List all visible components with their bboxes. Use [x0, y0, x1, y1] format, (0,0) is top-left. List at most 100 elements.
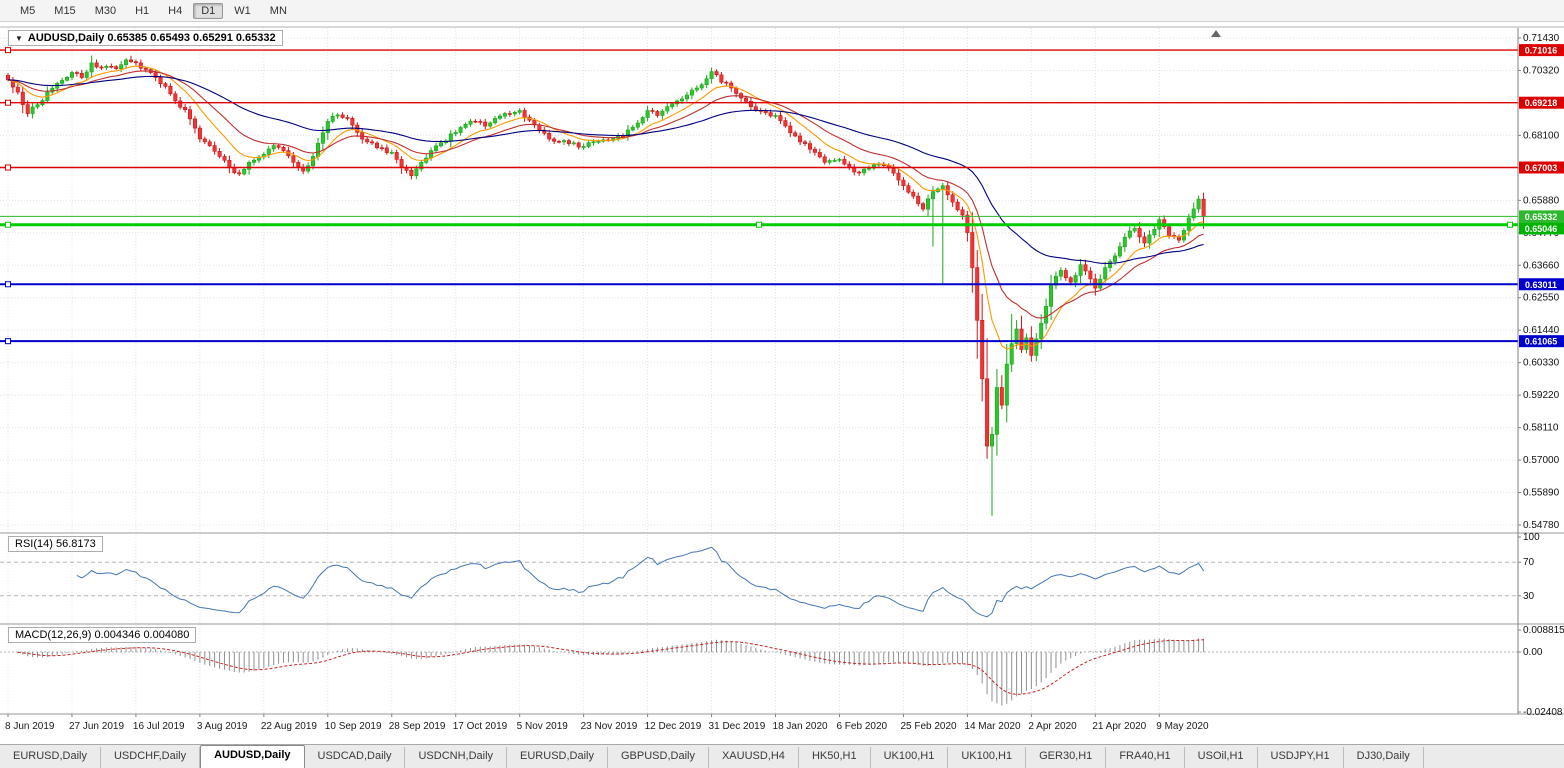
timeframe-button-m15[interactable]: M15 [54, 4, 76, 17]
chart-symbol-label: AUDUSD,Daily [27, 32, 105, 44]
line-handle[interactable] [1507, 221, 1513, 228]
ma-10-line [7, 65, 1204, 350]
svg-text:21 Apr 2020: 21 Apr 2020 [1092, 721, 1146, 732]
svg-text:0.67003: 0.67003 [1525, 163, 1558, 173]
timeframe-button-d1[interactable]: D1 [193, 2, 224, 19]
timeframe-button-h4[interactable]: H4 [168, 4, 183, 17]
svg-text:0.69218: 0.69218 [1525, 98, 1558, 108]
svg-text:0.008815: 0.008815 [1523, 625, 1564, 636]
line-handle[interactable] [5, 99, 11, 106]
price-chart[interactable]: 0.714300.703200.681000.658800.647700.636… [0, 0, 1564, 744]
ohlc-open: 0.65385 [107, 32, 148, 44]
rsi-panel [0, 546, 1518, 618]
ohlc-low: 0.65291 [193, 32, 233, 44]
svg-text:16 Jul 2019: 16 Jul 2019 [133, 721, 185, 732]
chart-tab-fra40-h1-12[interactable]: FRA40,H1 [1106, 747, 1185, 768]
svg-text:0.60330: 0.60330 [1523, 358, 1560, 369]
price-badge [1519, 161, 1564, 174]
svg-text:0.63660: 0.63660 [1523, 260, 1560, 271]
svg-text:27 Jun 2019: 27 Jun 2019 [69, 721, 124, 732]
svg-text:0.61440: 0.61440 [1523, 325, 1560, 336]
timeframe-button-m5[interactable]: M5 [20, 4, 36, 17]
svg-text:0.71016: 0.71016 [1525, 46, 1558, 56]
svg-text:0.62550: 0.62550 [1523, 293, 1560, 304]
svg-text:0.65046: 0.65046 [1525, 224, 1558, 234]
svg-text:12 Dec 2019: 12 Dec 2019 [645, 721, 702, 732]
macd-value-main: 0.004346 [94, 629, 141, 641]
chart-tab-bar: EURUSD,Daily USDCHF,Daily AUDUSD,Daily USDC… [0, 744, 1564, 768]
macd-label-box: MACD(12,26,9) 0.004346 0.004080 [8, 627, 197, 643]
chart-tab-usdcnh-daily-4[interactable]: USDCNH,Daily [405, 747, 508, 768]
chart-tab-ger30-h1-11[interactable]: GER30,H1 [1026, 747, 1107, 768]
svg-text:0.68100: 0.68100 [1523, 130, 1560, 141]
svg-text:3 Aug 2019: 3 Aug 2019 [197, 721, 248, 732]
ohlc-high: 0.65493 [150, 32, 190, 44]
macd-label: MACD(12,26,9) [15, 629, 92, 641]
line-handle[interactable] [5, 281, 11, 288]
svg-text:28 Sep 2019: 28 Sep 2019 [389, 721, 446, 732]
chart-tab-eurusd-daily-0[interactable]: EURUSD,Daily [0, 747, 101, 768]
line-handle[interactable] [5, 47, 11, 54]
chart-tab-hk50-h1-8[interactable]: HK50,H1 [799, 747, 871, 768]
svg-text:0.63011: 0.63011 [1525, 280, 1557, 290]
macd-signal-line [17, 639, 1204, 695]
chart-tab-usdchf-daily-1[interactable]: USDCHF,Daily [101, 747, 201, 768]
chart-tab-usdcad-daily-3[interactable]: USDCAD,Daily [305, 747, 406, 768]
svg-text:0.57000: 0.57000 [1523, 455, 1560, 466]
svg-text:31 Dec 2019: 31 Dec 2019 [709, 721, 766, 732]
chart-tab-dj30-daily-15[interactable]: DJ30,Daily [1344, 747, 1424, 768]
timeframe-button-mn[interactable]: MN [269, 4, 287, 17]
macd-value-signal: 0.004080 [143, 629, 190, 641]
line-handle[interactable] [756, 221, 762, 228]
chart-dropdown-icon[interactable]: ▼ [15, 34, 23, 43]
price-badge [1519, 44, 1564, 57]
chart-tab-usdjpy-h1-14[interactable]: USDJPY,H1 [1258, 747, 1344, 768]
timeframe-button-h1[interactable]: H1 [135, 4, 150, 17]
svg-text:2 Apr 2020: 2 Apr 2020 [1028, 721, 1077, 732]
date-axis: 8 Jun 2019 27 Jun 2019 16 Jul 2019 3 Aug 20… [5, 714, 1209, 732]
chart-shift-marker[interactable] [1211, 30, 1221, 37]
svg-text:0.55890: 0.55890 [1523, 488, 1560, 499]
svg-text:0.54780: 0.54780 [1523, 520, 1560, 531]
svg-text:30: 30 [1523, 591, 1535, 602]
price-badge [1519, 222, 1564, 235]
price-badge [1519, 96, 1564, 109]
rsi-value: 56.8173 [55, 538, 96, 550]
svg-text:9 May 2020: 9 May 2020 [1156, 721, 1209, 732]
svg-text:17 Oct 2019: 17 Oct 2019 [453, 721, 508, 732]
chart-background [0, 22, 1564, 744]
line-handle[interactable] [5, 164, 11, 171]
svg-text:0.00: 0.00 [1523, 647, 1543, 658]
ma-50-line [7, 75, 1204, 264]
svg-text:25 Feb 2020: 25 Feb 2020 [900, 721, 957, 732]
chart-tab-uk100-h1-9[interactable]: UK100,H1 [871, 747, 949, 768]
svg-text:0.65332: 0.65332 [1525, 212, 1558, 222]
line-handle[interactable] [5, 221, 11, 228]
rsi-label: RSI(14) [15, 538, 53, 550]
timeframe-button-m30[interactable]: M30 [94, 4, 117, 17]
svg-text:0.61065: 0.61065 [1525, 337, 1558, 347]
svg-text:-0.02408: -0.02408 [1523, 707, 1563, 718]
macd-panel [0, 638, 1518, 706]
svg-text:0.59220: 0.59220 [1523, 390, 1560, 401]
price-axis: 0.714300.703200.681000.658800.647700.636… [1518, 33, 1564, 531]
chart-tab-gbpusd-daily-6[interactable]: GBPUSD,Daily [608, 747, 709, 768]
support-resistance-lines [0, 47, 1518, 345]
chart-title-box[interactable]: ▼ AUDUSD,Daily 0.65385 0.65493 0.65291 0.… [8, 30, 283, 46]
rsi-label-box: RSI(14) 56.8173 [8, 536, 103, 552]
timeframe-button-w1[interactable]: W1 [234, 4, 251, 17]
chart-tab-audusd-daily-2[interactable]: AUDUSD,Daily [200, 745, 305, 768]
svg-text:14 Mar 2020: 14 Mar 2020 [964, 721, 1021, 732]
svg-text:0.58110: 0.58110 [1523, 423, 1559, 434]
chart-tab-uk100-h1-10[interactable]: UK100,H1 [948, 747, 1027, 768]
chart-tab-usoil-h1-13[interactable]: USOil,H1 [1185, 747, 1258, 768]
svg-text:70: 70 [1523, 557, 1535, 568]
svg-text:0.70320: 0.70320 [1523, 65, 1560, 76]
svg-text:8 Jun 2019: 8 Jun 2019 [5, 721, 55, 732]
svg-text:0.65880: 0.65880 [1523, 195, 1560, 206]
svg-text:100: 100 [1523, 532, 1540, 543]
line-handle[interactable] [5, 338, 11, 345]
chart-tab-eurusd-daily-5[interactable]: EURUSD,Daily [507, 747, 608, 768]
indicator-axes: 100 70 30 0.008815 0.00 -0.02408 [1518, 532, 1564, 718]
chart-tab-xauusd-h4-7[interactable]: XAUUSD,H4 [709, 747, 799, 768]
